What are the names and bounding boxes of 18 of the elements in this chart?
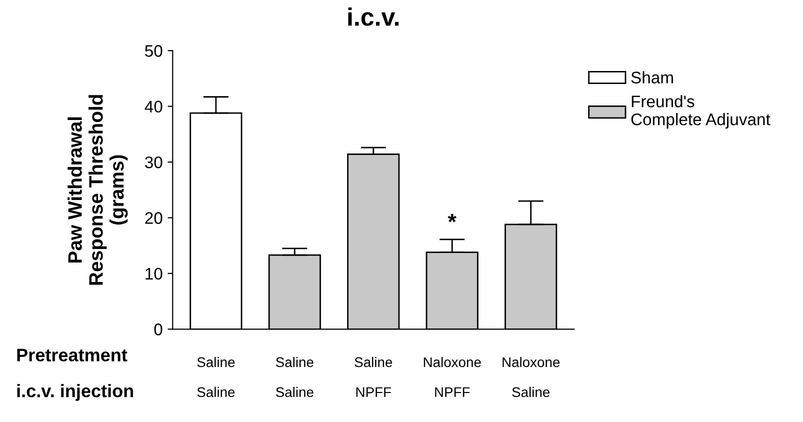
chart-title: i.c.v. [348, 8, 399, 26]
category-label: Saline Saline [276, 356, 314, 398]
y-tick-label: 50 [145, 45, 162, 57]
y-tick-label: 10 [146, 268, 162, 280]
annotation: * [448, 214, 456, 222]
text: Pretreatment [17, 348, 128, 362]
category-label: Saline Saline [197, 356, 235, 398]
legend-label: Sham [631, 71, 673, 84]
text: i.c.v. injection [17, 384, 134, 401]
category-label: Naloxone Saline [502, 356, 560, 398]
y-axis-title: Paw Withdrawal Response Threshold (grams) [68, 95, 128, 285]
y-tick-label: 0 [154, 324, 162, 336]
category-label: Saline NPFF [354, 356, 392, 397]
y-tick-label: 20 [145, 212, 162, 224]
legend-label: Freund's Complete Adjuvant [631, 95, 770, 129]
y-tick-label: 30 [145, 156, 162, 168]
category-label: Naloxone NPFF [424, 356, 481, 397]
y-tick-label: 40 [144, 100, 162, 113]
